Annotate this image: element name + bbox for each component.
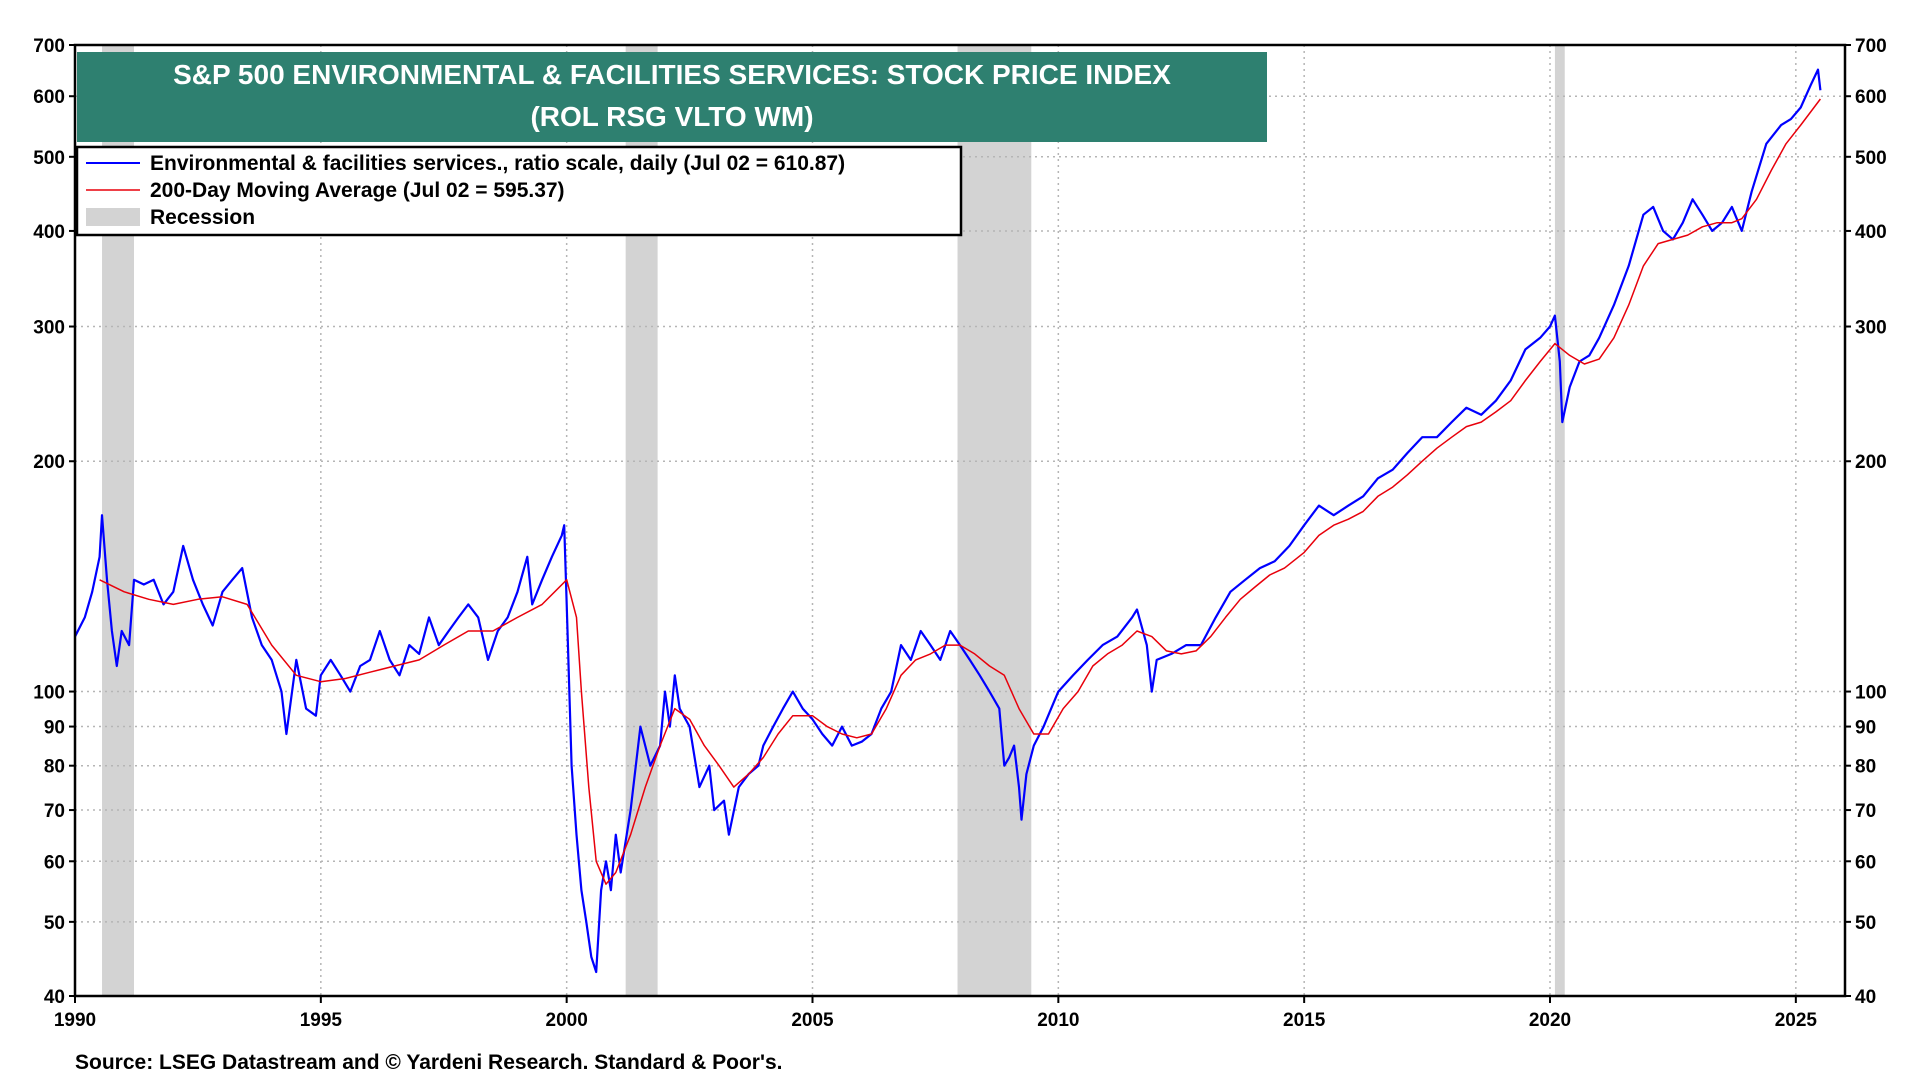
y-tick-label-right-400: 400 <box>1855 222 1887 243</box>
y-tick-label-right-500: 500 <box>1855 148 1887 169</box>
y-tick-label-right-60: 60 <box>1855 852 1876 873</box>
y-tick-label-left-50: 50 <box>44 913 65 934</box>
legend-recession-swatch <box>86 208 140 226</box>
y-tick-label-left-700: 700 <box>33 36 65 57</box>
chart-title: S&P 500 ENVIRONMENTAL & FACILITIES SERVI… <box>173 59 1171 90</box>
y-axis-right-ticks: 40 50 60 70 80 90 100 200 300 400 500 600 700 <box>1845 36 1887 1008</box>
y-tick-label-right-70: 70 <box>1855 801 1876 822</box>
x-axis-ticks: 1990 1995 2000 2005 2010 2015 2020 2025 <box>54 996 1818 1031</box>
recession-band-3 <box>1554 45 1565 996</box>
x-tick-label-1990: 1990 <box>54 1010 96 1031</box>
y-tick-label-left-400: 400 <box>33 222 65 243</box>
x-tick-label-2005: 2005 <box>791 1010 834 1031</box>
x-tick-label-2015: 2015 <box>1283 1010 1326 1031</box>
x-tick-label-2020: 2020 <box>1529 1010 1571 1031</box>
y-tick-label-left-70: 70 <box>44 801 65 822</box>
y-tick-label-left-100: 100 <box>33 683 65 704</box>
y-tick-label-left-200: 200 <box>33 452 65 473</box>
y-tick-label-right-600: 600 <box>1855 87 1887 108</box>
y-tick-label-left-40: 40 <box>44 987 65 1008</box>
x-tick-label-2010: 2010 <box>1037 1010 1079 1031</box>
y-axis-left-ticks: 40 50 60 70 80 90 100 200 300 400 500 600 700 <box>33 36 75 1008</box>
y-tick-label-right-100: 100 <box>1855 683 1887 704</box>
y-tick-label-left-90: 90 <box>44 718 65 739</box>
plot-frame <box>73 43 1847 998</box>
recession-band-2 <box>957 45 1032 996</box>
y-tick-label-right-700: 700 <box>1855 36 1887 57</box>
y-tick-label-left-300: 300 <box>33 318 65 339</box>
source-note: Source: LSEG Datastream and © Yardeni Re… <box>75 1051 782 1074</box>
legend-recession-label: Recession <box>150 206 255 229</box>
x-tick-label-2000: 2000 <box>546 1010 588 1031</box>
y-tick-label-left-500: 500 <box>33 148 65 169</box>
legend-price-label: Environmental & facilities services., ra… <box>150 152 845 175</box>
series-moving-average-line <box>99 98 1821 885</box>
legend-ma-label: 200-Day Moving Average (Jul 02 = 595.37) <box>150 179 565 202</box>
y-tick-label-left-60: 60 <box>44 852 65 873</box>
y-tick-label-left-600: 600 <box>33 87 65 108</box>
series-price-line <box>74 68 1822 974</box>
y-tick-label-right-90: 90 <box>1855 718 1876 739</box>
y-tick-label-right-80: 80 <box>1855 757 1876 778</box>
series-lines <box>74 68 1822 974</box>
legend-box <box>75 145 963 237</box>
y-tick-label-right-200: 200 <box>1855 452 1887 473</box>
y-tick-label-right-300: 300 <box>1855 318 1887 339</box>
x-tick-label-1995: 1995 <box>300 1010 343 1031</box>
legend: Environmental & facilities services., ra… <box>75 145 963 237</box>
title-box <box>77 52 1267 142</box>
chart-subtitle: (ROL RSG VLTO WM) <box>530 101 813 132</box>
x-tick-label-2025: 2025 <box>1775 1010 1818 1031</box>
y-tick-label-right-40: 40 <box>1855 987 1876 1008</box>
y-tick-label-right-50: 50 <box>1855 913 1876 934</box>
y-tick-label-left-80: 80 <box>44 757 65 778</box>
